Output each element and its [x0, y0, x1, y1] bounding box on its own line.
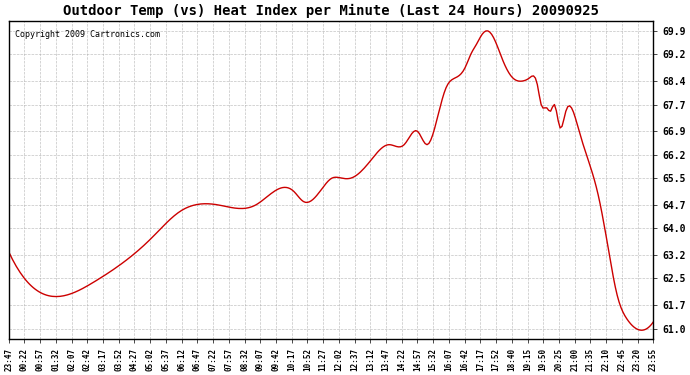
Text: Copyright 2009 Cartronics.com: Copyright 2009 Cartronics.com — [15, 30, 160, 39]
Title: Outdoor Temp (vs) Heat Index per Minute (Last 24 Hours) 20090925: Outdoor Temp (vs) Heat Index per Minute … — [63, 4, 599, 18]
